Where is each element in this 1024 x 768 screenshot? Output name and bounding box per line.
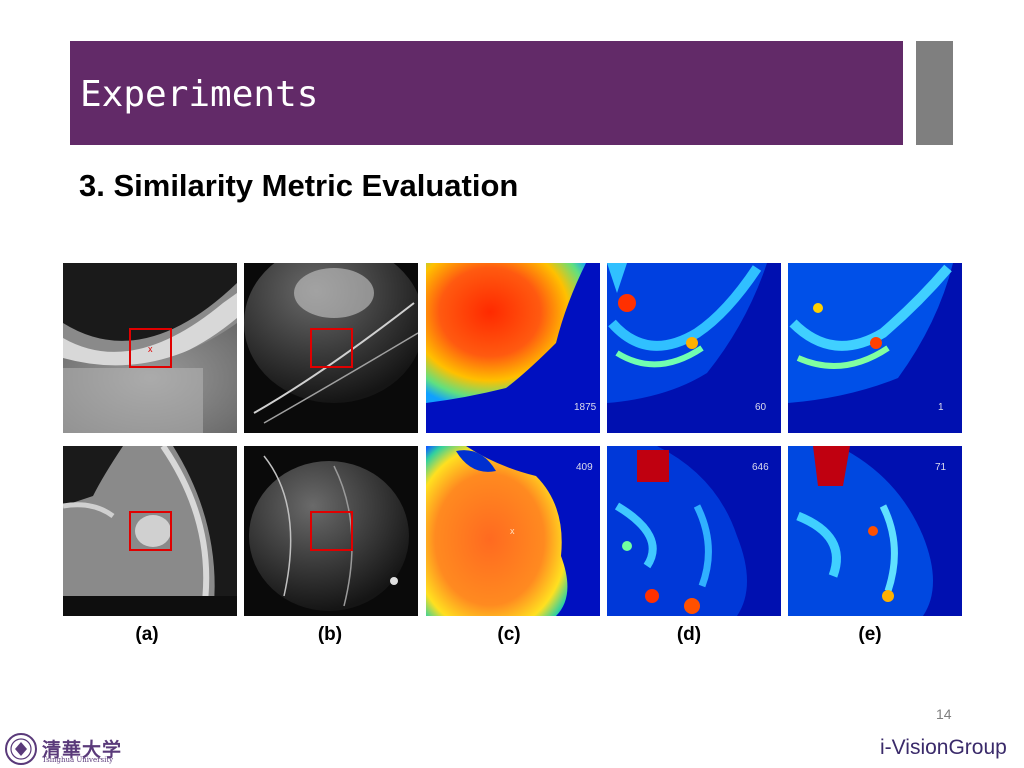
panel-a-top-ct: x (63, 263, 237, 433)
panel-a-bottom-ct (63, 446, 237, 616)
panel-c-top-heatmap: 1875 (426, 263, 600, 433)
figure-label-a: (a) (135, 624, 159, 645)
tsinghua-logo (5, 733, 37, 765)
panel-d-bottom-heatmap: 646 (607, 446, 781, 616)
title-bar (70, 41, 903, 145)
panel-d-top-heatmap: 60 (607, 263, 781, 433)
panel-c-bottom-heatmap: x 409 (426, 446, 600, 616)
page-number: 14 (936, 706, 952, 722)
university-logo-subtext: Tsinghua University (42, 756, 114, 764)
figure-label-e: (e) (858, 624, 882, 645)
overlay-value-e-bottom: 71 (935, 462, 947, 473)
overlay-value-c-bottom: 409 (576, 462, 593, 473)
overlay-value-d-top: 60 (755, 402, 767, 413)
svg-text:x: x (510, 526, 515, 536)
overlay-value-d-bottom: 646 (752, 462, 769, 473)
section-subtitle: 3. Similarity Metric Evaluation (79, 168, 519, 203)
figure-label-c: (c) (497, 624, 521, 645)
university-logo-text: 清華大学 (42, 739, 123, 761)
svg-text:x: x (148, 344, 153, 354)
panel-b-bottom-mr (244, 446, 418, 616)
figure-label-b: (b) (317, 624, 343, 645)
panel-e-bottom-heatmap: 71 (788, 446, 962, 616)
figure-label-d: (d) (676, 624, 702, 645)
slide-title: Experiments (80, 74, 319, 115)
side-accent-block (916, 41, 953, 145)
panel-e-top-heatmap: 1 (788, 263, 962, 433)
panel-b-top-mr (244, 263, 418, 433)
overlay-value-e-top: 1 (938, 402, 944, 413)
overlay-value-c-top: 1875 (574, 402, 597, 413)
footer-brand: i-VisionGroup (880, 736, 1007, 759)
